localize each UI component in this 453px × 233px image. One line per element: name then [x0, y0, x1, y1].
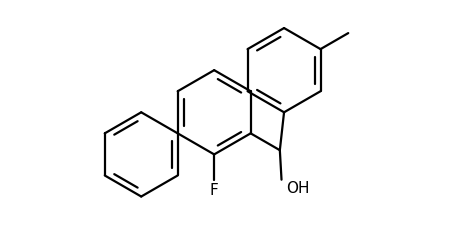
Text: OH: OH — [286, 181, 309, 196]
Text: F: F — [210, 183, 218, 198]
